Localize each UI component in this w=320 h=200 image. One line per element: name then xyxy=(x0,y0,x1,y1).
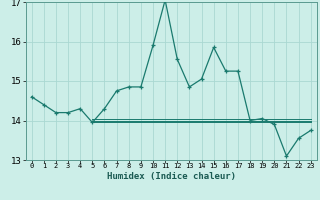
X-axis label: Humidex (Indice chaleur): Humidex (Indice chaleur) xyxy=(107,172,236,181)
